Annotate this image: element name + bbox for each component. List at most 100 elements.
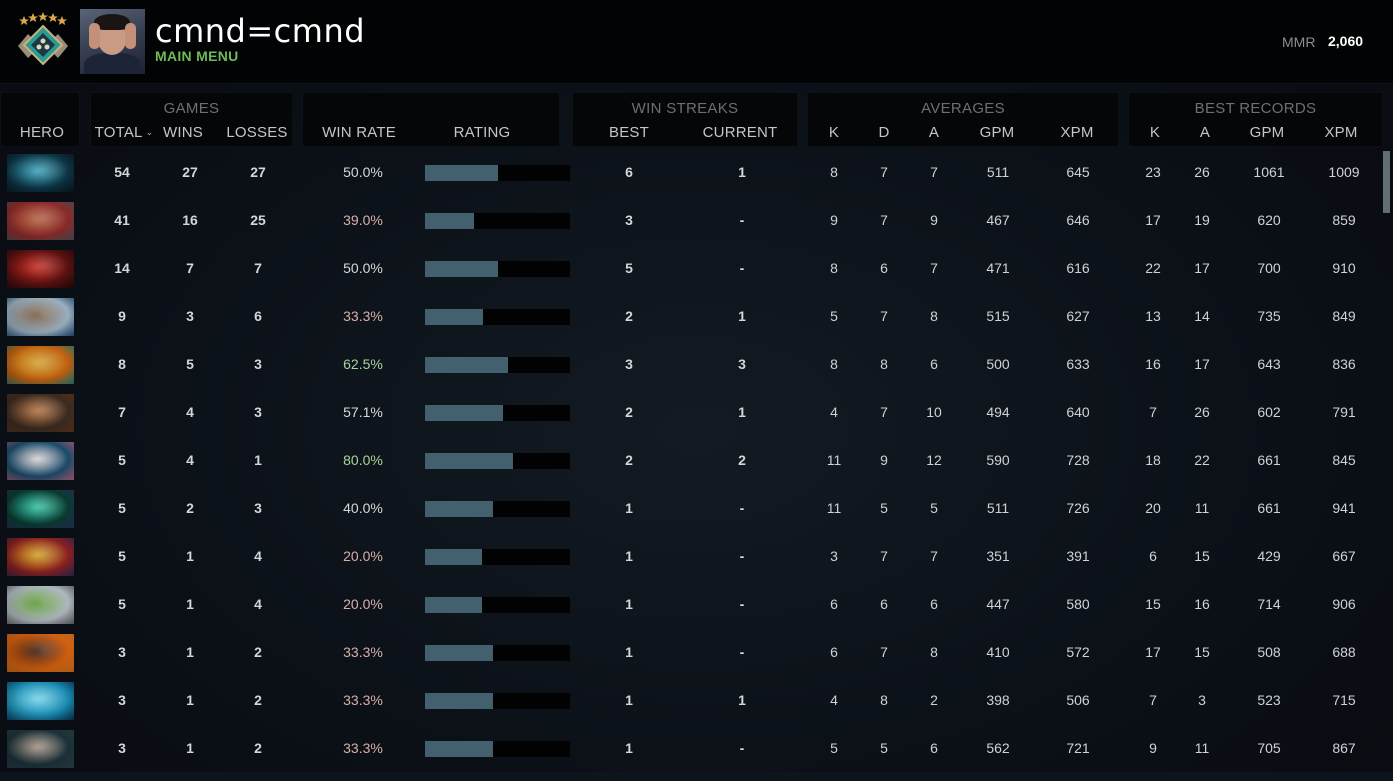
- cell-best-a: 14: [1194, 308, 1210, 324]
- cell-avg-gpm: 467: [986, 212, 1010, 228]
- table-row[interactable]: 5 2 3 40.0% 1 - 11 5 5 511 726 20 11 661…: [0, 486, 1383, 534]
- column-header-wins[interactable]: WINS: [163, 124, 203, 141]
- cell-avg-k: 8: [830, 356, 838, 372]
- hero-portrait[interactable]: [7, 346, 74, 384]
- column-header-avg-k[interactable]: K: [828, 124, 840, 141]
- cell-best-xpm: 910: [1332, 260, 1356, 276]
- column-header-hero[interactable]: HERO: [19, 124, 65, 141]
- hero-portrait[interactable]: [7, 730, 74, 768]
- header-group-games: GAMES: [90, 92, 293, 147]
- table-row[interactable]: 5 1 4 20.0% 1 - 3 7 7 351 391 6 15 429 6…: [0, 534, 1383, 582]
- hero-portrait[interactable]: [7, 250, 74, 288]
- table-row[interactable]: 8 5 3 62.5% 3 3 8 8 6 500 633 16 17 643 …: [0, 342, 1383, 390]
- table-row[interactable]: 3 1 2 33.3% 1 1 4 8 2 398 506 7 3 523 71…: [0, 678, 1383, 726]
- column-header-best-xpm[interactable]: XPM: [1324, 124, 1358, 141]
- hero-portrait[interactable]: [7, 394, 74, 432]
- rating-bar-fill: [425, 165, 498, 181]
- cell-avg-a: 8: [930, 308, 938, 324]
- column-header-avg-gpm[interactable]: GPM: [979, 124, 1015, 141]
- cell-streak-current: -: [739, 548, 745, 564]
- cell-streak-best: 3: [625, 212, 633, 228]
- column-header-win-rate[interactable]: WIN RATE: [322, 124, 396, 141]
- cell-best-k: 17: [1145, 644, 1161, 660]
- cell-avg-a: 6: [930, 356, 938, 372]
- rating-bar: [425, 693, 570, 709]
- header-group-best-records: BEST RECORDS: [1128, 92, 1383, 147]
- table-row[interactable]: 14 7 7 50.0% 5 - 8 6 7 471 616 22 17 700…: [0, 246, 1383, 294]
- cell-streak-best: 3: [625, 356, 633, 372]
- hero-portrait[interactable]: [7, 538, 74, 576]
- hero-portrait[interactable]: [7, 202, 74, 240]
- rating-bar-fill: [425, 453, 514, 469]
- cell-best-gpm: 705: [1257, 740, 1281, 756]
- player-avatar[interactable]: [80, 9, 145, 74]
- table-row[interactable]: 41 16 25 39.0% 3 - 9 7 9 467 646 17 19 6…: [0, 198, 1383, 246]
- column-header-avg-d[interactable]: D: [878, 124, 890, 141]
- cell-best-gpm: 1061: [1253, 164, 1285, 180]
- column-header-avg-xpm[interactable]: XPM: [1060, 124, 1094, 141]
- cell-wins: 2: [186, 500, 194, 516]
- column-header-streak-best[interactable]: BEST: [609, 124, 649, 141]
- cell-streak-current: 1: [738, 404, 746, 420]
- cell-best-a: 22: [1194, 452, 1210, 468]
- column-header-losses[interactable]: LOSSES: [226, 124, 288, 141]
- cell-best-a: 16: [1194, 596, 1210, 612]
- hero-portrait[interactable]: [7, 442, 74, 480]
- cell-best-gpm: 508: [1257, 644, 1281, 660]
- hero-portrait[interactable]: [7, 490, 74, 528]
- cell-best-k: 18: [1145, 452, 1161, 468]
- cell-best-a: 26: [1194, 164, 1210, 180]
- cell-total: 54: [114, 164, 130, 180]
- column-header-streak-current[interactable]: CURRENT: [702, 124, 778, 141]
- rating-bar: [425, 453, 570, 469]
- cell-streak-best: 1: [625, 692, 633, 708]
- cell-avg-gpm: 494: [986, 404, 1010, 420]
- table-row[interactable]: 3 1 2 33.3% 1 - 5 5 6 562 721 9 11 705 8…: [0, 726, 1383, 774]
- table-row[interactable]: 7 4 3 57.1% 2 1 4 7 10 494 640 7 26 602 …: [0, 390, 1383, 438]
- header-group-title: BEST RECORDS: [1194, 100, 1317, 117]
- cell-streak-current: 1: [738, 692, 746, 708]
- cell-avg-xpm: 640: [1066, 404, 1090, 420]
- cell-avg-xpm: 616: [1066, 260, 1090, 276]
- column-header-best-gpm[interactable]: GPM: [1249, 124, 1285, 141]
- table-row[interactable]: 54 27 27 50.0% 6 1 8 7 7 511 645 23 26 1…: [0, 150, 1383, 198]
- cell-total: 41: [114, 212, 130, 228]
- column-header-avg-a[interactable]: A: [928, 124, 940, 141]
- column-header-best-k[interactable]: K: [1149, 124, 1161, 141]
- cell-best-gpm: 429: [1257, 548, 1281, 564]
- cell-total: 3: [118, 692, 126, 708]
- cell-avg-d: 8: [880, 692, 888, 708]
- hero-portrait[interactable]: [7, 298, 74, 336]
- scrollbar-track[interactable]: [1382, 150, 1390, 781]
- cell-streak-current: -: [739, 596, 745, 612]
- cell-avg-gpm: 351: [986, 548, 1010, 564]
- table-row[interactable]: 5 4 1 80.0% 2 2 11 9 12 590 728 18 22 66…: [0, 438, 1383, 486]
- cell-wins: 1: [186, 548, 194, 564]
- table-row[interactable]: 3 1 2 33.3% 1 - 6 7 8 410 572 17 15 508 …: [0, 630, 1383, 678]
- rating-bar-fill: [425, 405, 504, 421]
- rating-bar: [425, 741, 570, 757]
- cell-best-a: 3: [1198, 692, 1206, 708]
- scrollbar-thumb[interactable]: [1383, 151, 1390, 213]
- cell-best-a: 17: [1194, 260, 1210, 276]
- hero-portrait[interactable]: [7, 586, 74, 624]
- table-row[interactable]: 9 3 6 33.3% 2 1 5 7 8 515 627 13 14 735 …: [0, 294, 1383, 342]
- cell-streak-current: -: [739, 212, 745, 228]
- hero-portrait[interactable]: [7, 682, 74, 720]
- column-header-total[interactable]: TOTAL ⌄: [84, 124, 164, 141]
- cell-best-gpm: 700: [1257, 260, 1281, 276]
- rating-bar-fill: [425, 213, 475, 229]
- chevron-down-icon: ⌄: [145, 127, 154, 137]
- hero-portrait[interactable]: [7, 634, 74, 672]
- table-row[interactable]: 5 1 4 20.0% 1 - 6 6 6 447 580 15 16 714 …: [0, 582, 1383, 630]
- cell-wins: 3: [186, 308, 194, 324]
- rating-bar-fill: [425, 261, 498, 277]
- main-menu-link[interactable]: MAIN MENU: [155, 48, 239, 64]
- hero-portrait[interactable]: [7, 154, 74, 192]
- column-header-rating[interactable]: RATING: [453, 124, 511, 141]
- cell-streak-current: 2: [738, 452, 746, 468]
- cell-best-a: 11: [1194, 500, 1210, 516]
- cell-streak-best: 6: [625, 164, 633, 180]
- cell-avg-a: 6: [930, 740, 938, 756]
- column-header-best-a[interactable]: A: [1199, 124, 1211, 141]
